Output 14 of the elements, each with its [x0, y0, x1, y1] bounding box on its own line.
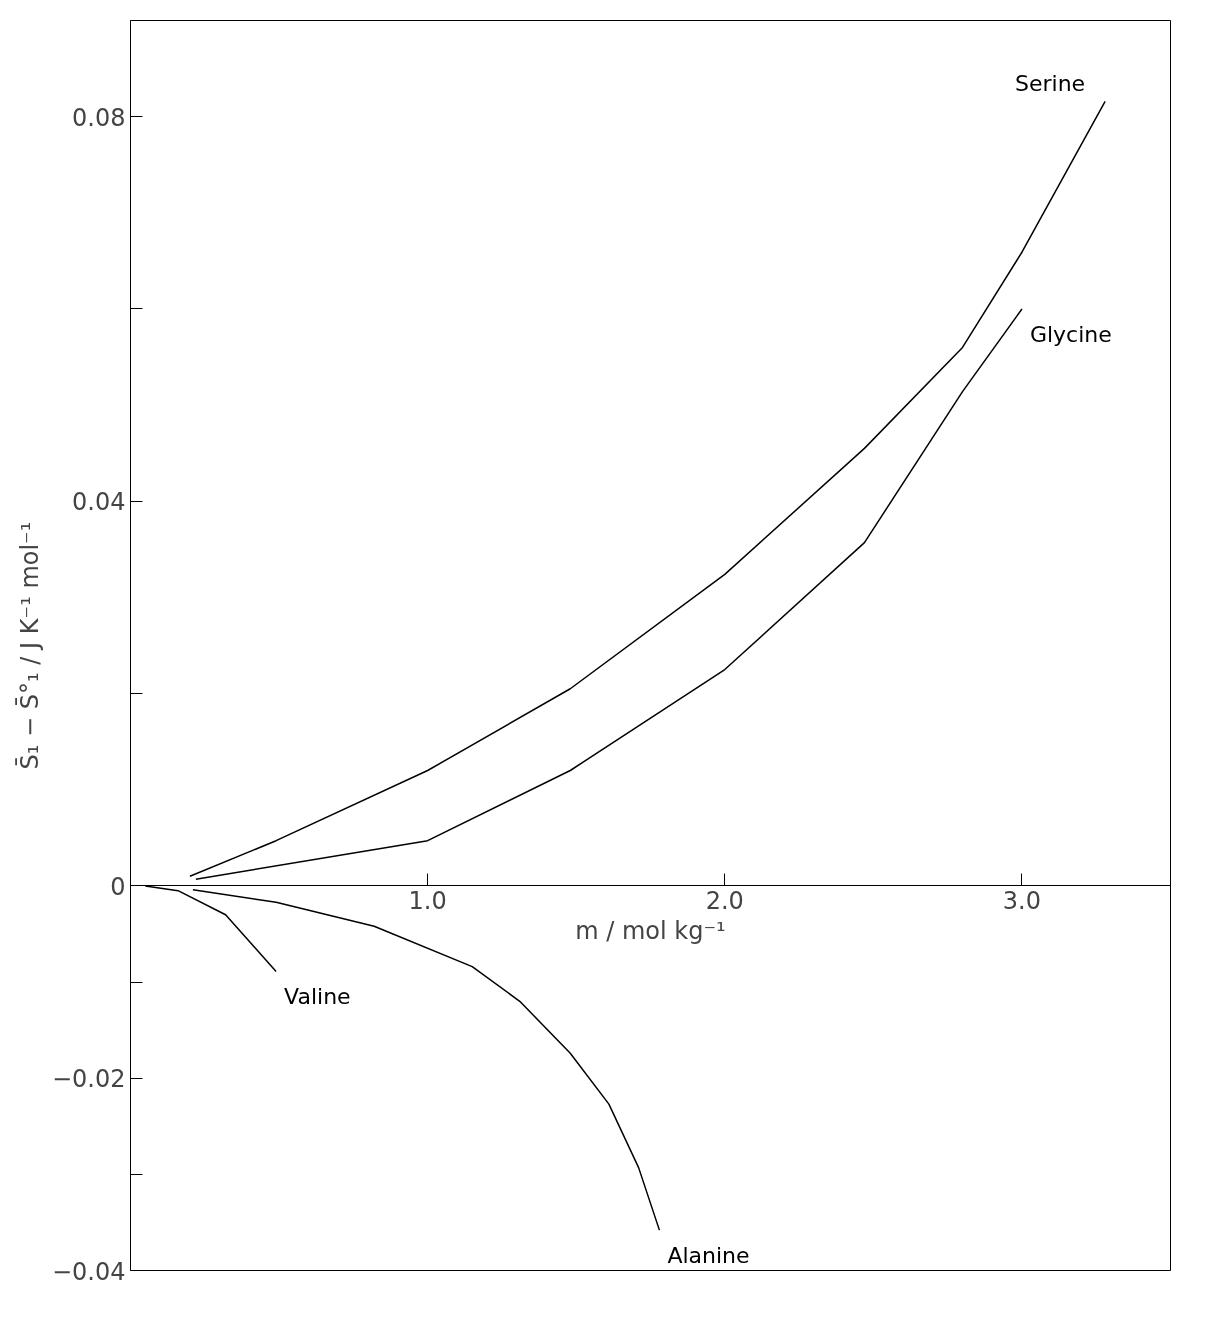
x-tick-label: 1.0 [408, 886, 447, 915]
x-tick-label: 3.0 [1002, 886, 1042, 915]
series-label: Serine [1014, 71, 1086, 97]
series-label: Valine [284, 984, 351, 1010]
y-tick-label: 0.08 [72, 103, 126, 132]
y-axis-title: S̄₁ − S̄°₁ / J K⁻¹ mol⁻¹ [14, 521, 44, 770]
y-tick-label: 0.04 [72, 488, 126, 517]
y-tick-label: 0 [110, 872, 126, 901]
y-tick-label: −0.02 [51, 1065, 126, 1094]
x-tick-label: 2.0 [705, 886, 744, 915]
series-label: Alanine [667, 1243, 750, 1269]
y-tick-label: −0.04 [51, 1257, 126, 1286]
x-axis-title: m / mol kg⁻¹ [575, 916, 726, 945]
series-label: Glycine [1029, 321, 1112, 347]
